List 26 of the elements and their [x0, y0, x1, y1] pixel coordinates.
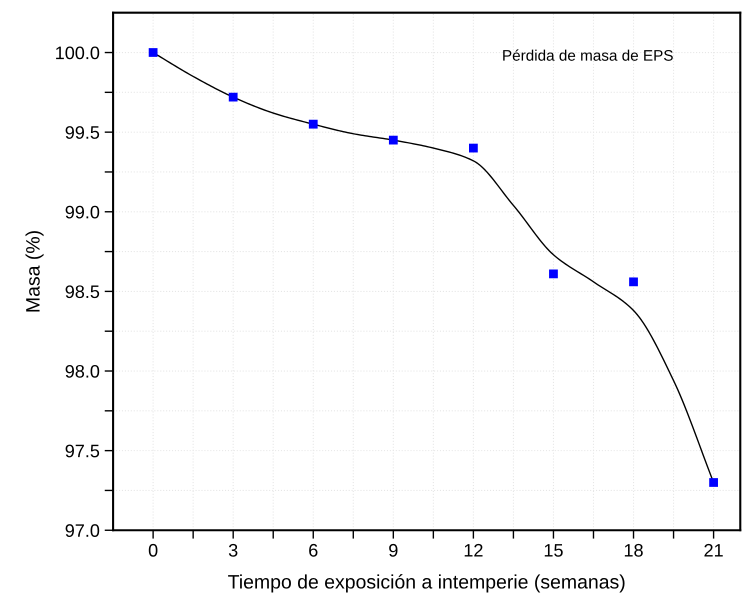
- point: [549, 269, 558, 278]
- x-tick-label: 12: [464, 544, 483, 557]
- y-tick-label: 100.0: [56, 46, 100, 60]
- x-tick-label: 9: [389, 544, 398, 557]
- y-tick-label: 99.5: [66, 126, 100, 139]
- y-tick-label: 97.0: [66, 524, 100, 537]
- x-tick-label: 6: [309, 544, 318, 557]
- y-tick-label: 99.0: [66, 206, 100, 218]
- point: [308, 120, 318, 129]
- y-tick-label: 98.0: [66, 364, 100, 378]
- point: [148, 48, 158, 57]
- x-tick-label: 18: [624, 544, 643, 557]
- y-tick-label: 98.5: [66, 285, 100, 298]
- x-tick-label: 0: [148, 544, 158, 557]
- x-tick-label: 15: [544, 544, 563, 557]
- point: [469, 144, 478, 152]
- x-tick-label: 21: [704, 544, 723, 557]
- point: [228, 92, 238, 102]
- point: [388, 136, 398, 145]
- y-axis-title: Masa (%): [25, 231, 44, 312]
- x-axis-title: Tiempo de exposición a intemperie (semanas): [228, 574, 625, 593]
- x-tick-label: 3: [228, 544, 238, 557]
- y-tick-label: 97.5: [66, 444, 100, 458]
- annotation: Pérdida de masa de EPS: [503, 49, 673, 61]
- point: [629, 277, 638, 286]
- point: [709, 478, 718, 487]
